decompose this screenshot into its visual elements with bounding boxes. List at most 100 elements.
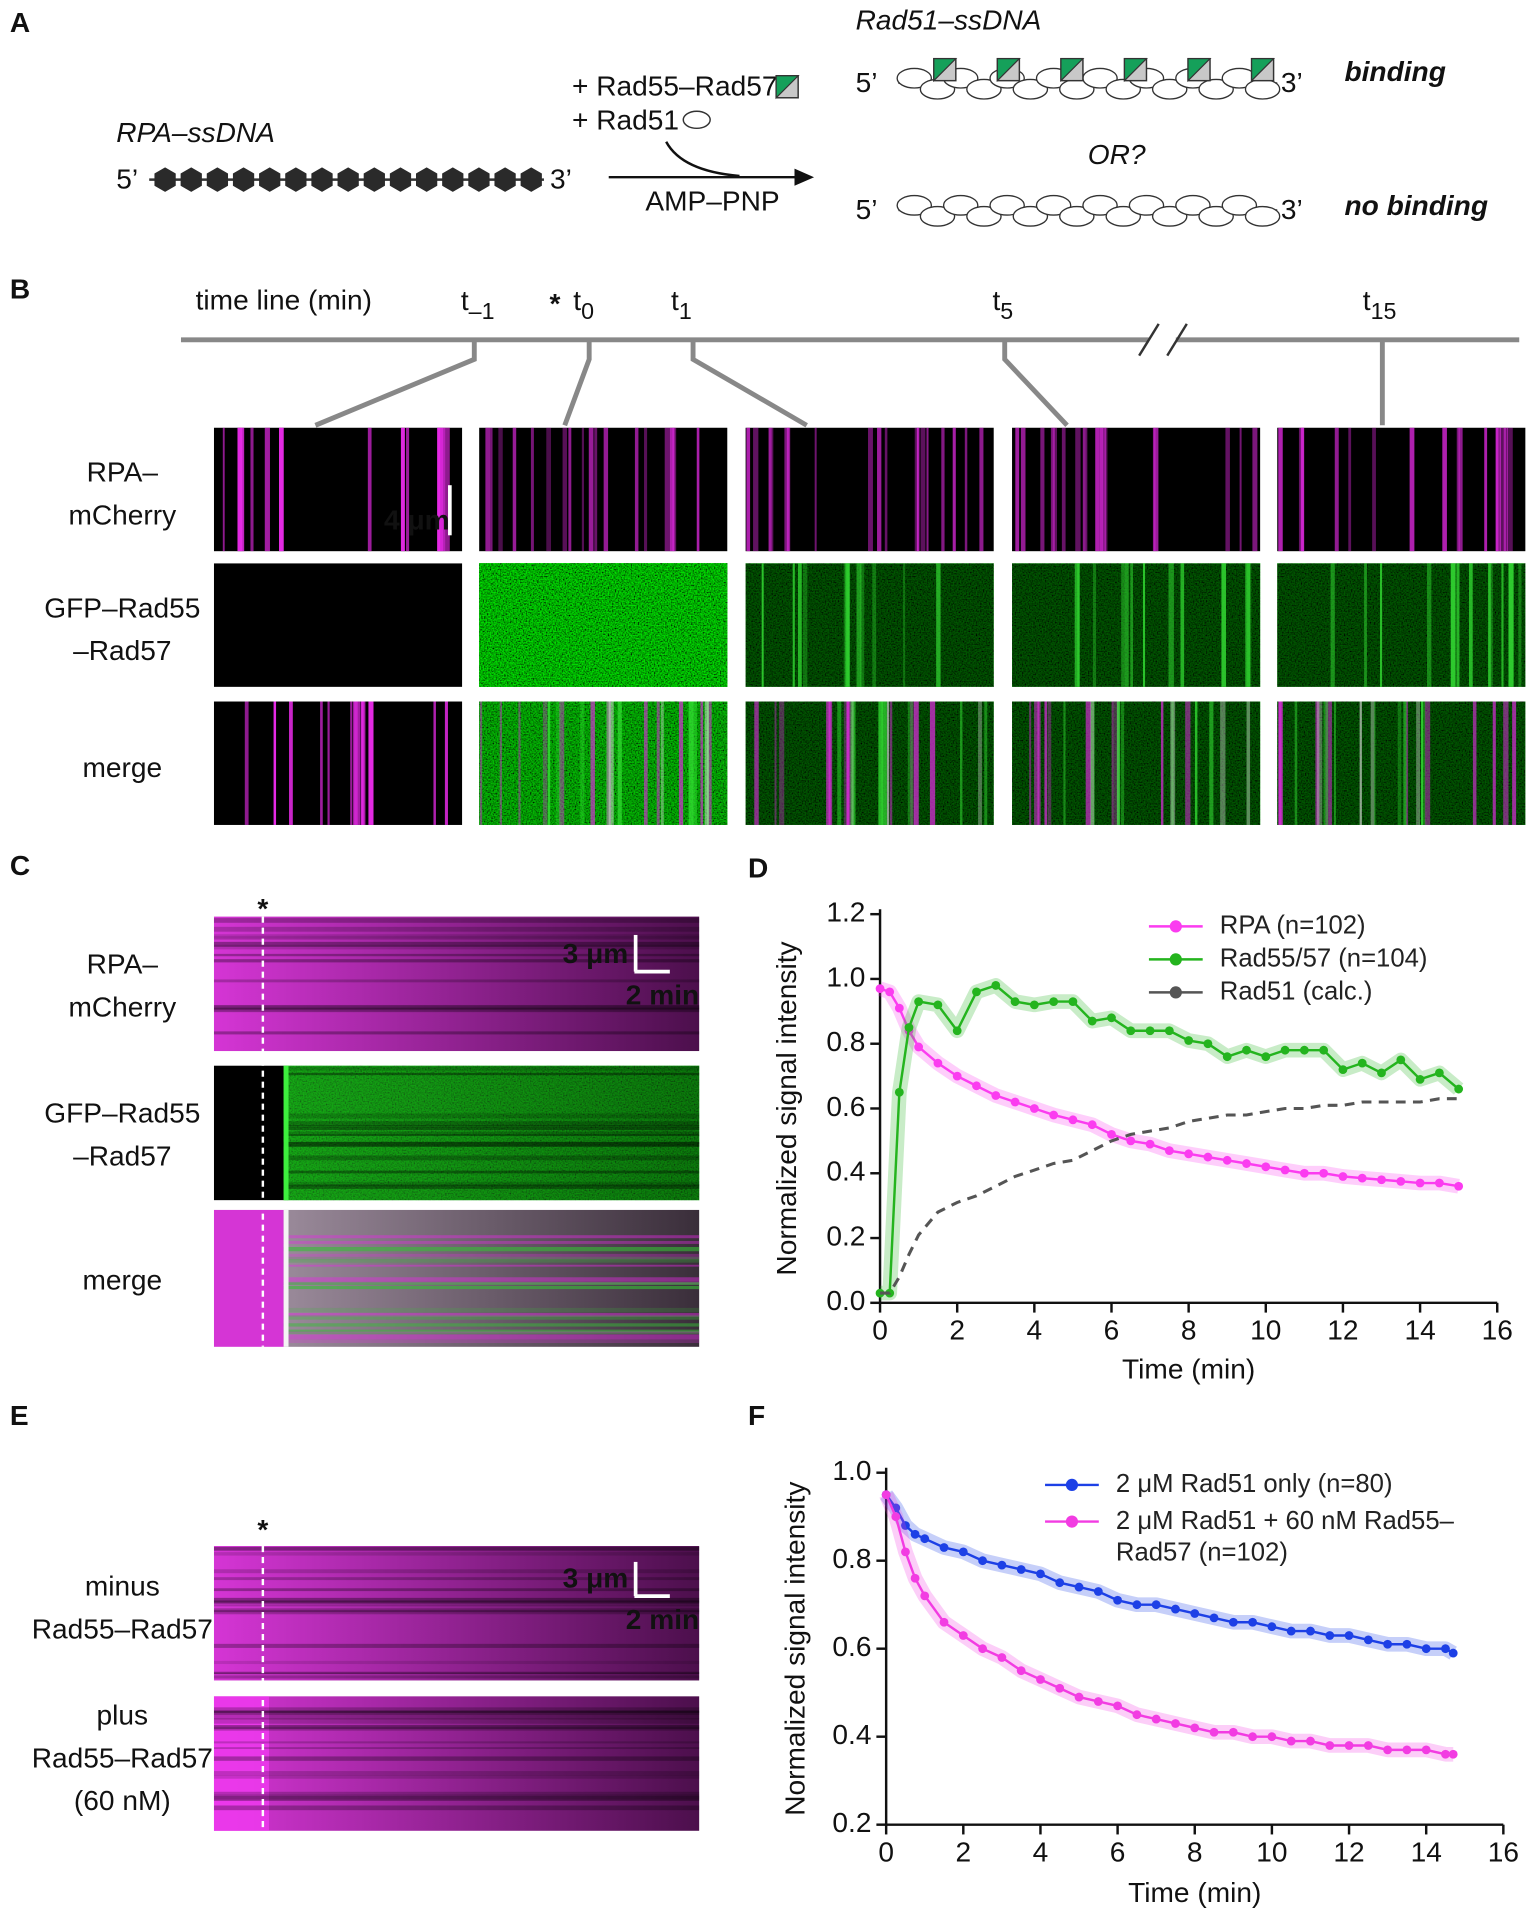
stripe: [1278, 427, 1283, 552]
asterisk: *: [257, 893, 268, 924]
data-point: [1448, 1749, 1458, 1759]
row-label: merge: [82, 1264, 162, 1295]
x-tick-label: 2: [949, 1315, 965, 1346]
noise: [1277, 701, 1526, 825]
timepoint-sub: 0: [581, 298, 594, 324]
data-point: [1093, 1697, 1103, 1706]
timepoint-label: t0: [573, 286, 594, 324]
data-point: [1087, 1120, 1097, 1130]
legend-label: RPA (n=102): [1219, 911, 1366, 940]
data-point: [1228, 1727, 1238, 1737]
rad51-ellipse: [966, 205, 1002, 227]
noise: [479, 701, 728, 825]
data-point: [1242, 1159, 1251, 1168]
stripe: [926, 427, 929, 552]
y-tick-label: 0.2: [826, 1220, 865, 1251]
stripe: [213, 1710, 700, 1715]
rpa-hexagon: [285, 167, 307, 192]
data-point: [1228, 1617, 1238, 1627]
data-point: [891, 1512, 901, 1522]
x-tick-label: 16: [1482, 1315, 1513, 1346]
reaction-curve: [665, 141, 740, 178]
stripe: [222, 427, 225, 552]
legend-label: Rad51 (calc.): [1219, 977, 1373, 1006]
stripe: [952, 427, 956, 552]
legend-label: 2 μM Rad51 + 60 nM Rad55–Rad57 (n=102): [1115, 1506, 1454, 1567]
stripe: [1099, 427, 1104, 552]
stripe: [283, 1155, 700, 1161]
data-point: [1068, 1115, 1078, 1125]
data-point: [1010, 997, 1020, 1007]
stripe: [797, 563, 802, 687]
stripe: [1209, 701, 1214, 825]
stripe: [660, 701, 664, 825]
stripe: [283, 1285, 700, 1290]
x-tick-label: 4: [1033, 1836, 1049, 1867]
stripe: [360, 701, 364, 825]
stripe: [590, 701, 595, 825]
kymograph-bg: [213, 1209, 284, 1347]
rad55-icon-half: [1187, 58, 1212, 83]
x-tick-label: 10: [1250, 1315, 1281, 1346]
stripe: [283, 1339, 700, 1344]
rad55-icon-half: [1060, 58, 1085, 83]
stripe: [400, 427, 405, 552]
scale-bar-label: 3 μm: [563, 1563, 629, 1594]
reagent-label: AMP–PNP: [645, 185, 779, 216]
data-point: [1190, 1609, 1200, 1618]
data-point: [1203, 1152, 1213, 1162]
data-point: [939, 1543, 949, 1552]
rpa-hexagon: [180, 167, 202, 192]
stripe: [606, 701, 611, 825]
data-point: [1286, 1626, 1296, 1636]
stripe: [594, 427, 598, 552]
data-point: [1113, 1595, 1123, 1605]
data-point: [997, 1560, 1007, 1570]
rad55-icon-half: [1123, 58, 1148, 83]
y-tick-label: 1.2: [826, 897, 865, 928]
stripe: [485, 427, 491, 552]
data-point: [1421, 1745, 1431, 1755]
end-label: 3’: [550, 163, 572, 194]
data-point: [1448, 1648, 1458, 1658]
stripe: [814, 427, 817, 552]
stripe: [1092, 563, 1097, 687]
stripe: [213, 1671, 700, 1674]
kymograph-bg: [1012, 427, 1261, 552]
stripe: [213, 936, 700, 940]
stripe: [581, 427, 585, 552]
stripe: [1508, 427, 1513, 552]
stripe: [1142, 563, 1146, 687]
stripe: [881, 701, 887, 825]
stripe: [283, 1141, 700, 1147]
row-label: –Rad57: [73, 635, 171, 666]
stripe: [213, 1675, 700, 1679]
y-tick-label: 0.4: [826, 1156, 865, 1187]
data-point: [1132, 1600, 1142, 1610]
rad51-ellipse: [1012, 205, 1049, 227]
stripe: [1488, 563, 1493, 687]
stripe: [512, 427, 517, 552]
rad51-ellipse: [942, 194, 979, 216]
data-point: [1036, 1675, 1045, 1684]
kymograph-bg: [1277, 427, 1526, 552]
y-tick-label: 1.0: [832, 1455, 871, 1486]
scale-bar-label: 2 min: [626, 980, 699, 1011]
data-point: [1209, 1613, 1219, 1623]
rad51-ellipse: [1151, 205, 1188, 227]
data-point: [1396, 1055, 1406, 1065]
rad51-ellipse: [1035, 194, 1072, 216]
data-point: [1055, 1578, 1065, 1588]
stripe: [213, 1604, 700, 1607]
data-point: [1132, 1710, 1142, 1720]
stripe: [213, 1707, 700, 1712]
stripe: [1040, 427, 1045, 552]
stripe: [1124, 563, 1129, 687]
stripe: [1499, 427, 1505, 552]
stripe: [960, 701, 963, 825]
data-point: [1093, 1587, 1103, 1596]
data-point: [1338, 1065, 1348, 1075]
stripe: [1090, 701, 1095, 825]
stripe: [355, 701, 358, 825]
data-point: [1113, 1701, 1123, 1711]
